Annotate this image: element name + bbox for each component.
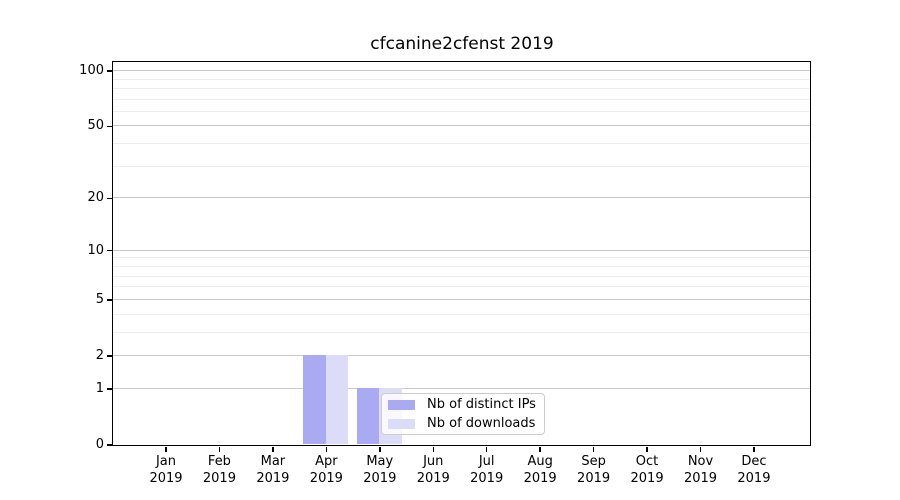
x-tick-year: 2019 bbox=[683, 471, 718, 486]
y-tick-label: 10 bbox=[87, 242, 104, 258]
x-tick-mark bbox=[646, 446, 648, 452]
y-tick-label: 100 bbox=[79, 63, 104, 79]
minor-gridline bbox=[112, 98, 810, 100]
minor-gridline bbox=[112, 275, 810, 277]
y-tick-mark bbox=[106, 388, 112, 390]
x-tick-mark bbox=[485, 446, 488, 452]
x-tick-mark bbox=[272, 446, 274, 452]
x-tick-mark bbox=[699, 446, 702, 452]
y-tick-mark bbox=[106, 197, 112, 200]
x-tick-mark bbox=[379, 446, 381, 452]
y-tick-mark bbox=[106, 249, 112, 252]
x-tick-year: 2019 bbox=[577, 471, 611, 486]
x-tick-mark bbox=[432, 446, 434, 452]
minor-gridline bbox=[112, 313, 810, 315]
major-gridline bbox=[112, 298, 810, 300]
x-tick-mark bbox=[753, 446, 755, 452]
y-tick-label: 0 bbox=[95, 437, 104, 452]
legend-swatch bbox=[388, 399, 415, 410]
x-tick-year: 2019 bbox=[363, 471, 397, 486]
x-tick-label: Jul 2019 bbox=[447, 453, 527, 487]
bar-downloads bbox=[325, 355, 349, 445]
x-tick-label: Sep 2019 bbox=[554, 453, 634, 487]
x-tick-month: Apr bbox=[315, 454, 338, 469]
x-tick-label: Jan 2019 bbox=[126, 453, 206, 487]
x-tick-year: 2019 bbox=[737, 471, 771, 486]
major-gridline bbox=[112, 249, 810, 251]
y-tick-label: 2 bbox=[95, 347, 104, 363]
x-tick-year: 2019 bbox=[149, 471, 183, 486]
minor-gridline bbox=[112, 331, 810, 333]
y-tick-mark bbox=[106, 444, 112, 446]
x-tick-month: May bbox=[366, 454, 394, 469]
x-tick-year: 2019 bbox=[523, 471, 557, 486]
bar-distinct-ips bbox=[303, 355, 326, 445]
x-tick-label: Nov 2019 bbox=[661, 453, 741, 487]
y-tick-label: 1 bbox=[95, 380, 104, 396]
bar-distinct-ips bbox=[356, 388, 380, 445]
x-tick-month: Feb bbox=[207, 454, 231, 469]
x-tick-month: Sep bbox=[581, 454, 606, 469]
major-gridline bbox=[112, 70, 810, 72]
x-tick-year: 2019 bbox=[416, 471, 450, 486]
minor-gridline bbox=[112, 78, 810, 80]
minor-gridline bbox=[112, 165, 810, 167]
legend-label: Nb of distinct IPs bbox=[427, 397, 536, 412]
x-tick-label: May 2019 bbox=[340, 453, 420, 487]
minor-gridline bbox=[112, 286, 810, 288]
x-tick-label: Mar 2019 bbox=[233, 453, 313, 487]
legend-label: Nb of downloads bbox=[427, 416, 536, 431]
x-tick-year: 2019 bbox=[256, 471, 290, 486]
x-tick-year: 2019 bbox=[630, 471, 664, 486]
minor-gridline bbox=[112, 143, 810, 145]
x-tick-month: Nov bbox=[687, 454, 714, 469]
x-tick-year: 2019 bbox=[202, 471, 236, 486]
x-tick-month: Dec bbox=[741, 454, 767, 469]
x-tick-month: Jun bbox=[423, 454, 444, 469]
chart-title: cfcanine2cfenst 2019 bbox=[370, 34, 554, 54]
x-tick-month: Jul bbox=[478, 454, 495, 469]
x-tick-mark bbox=[218, 446, 221, 452]
major-gridline bbox=[112, 125, 810, 127]
minor-gridline bbox=[112, 87, 810, 89]
minor-gridline bbox=[112, 257, 810, 259]
x-tick-month: Jan bbox=[155, 454, 177, 469]
minor-gridline bbox=[112, 110, 810, 112]
major-gridline bbox=[112, 354, 810, 356]
y-tick-mark bbox=[106, 355, 112, 357]
x-tick-month: Aug bbox=[527, 454, 553, 469]
x-tick-mark bbox=[325, 446, 328, 452]
legend-swatch bbox=[388, 418, 415, 429]
x-tick-month: Mar bbox=[260, 454, 286, 469]
y-tick-mark bbox=[106, 299, 112, 301]
x-tick-month: Oct bbox=[635, 454, 659, 469]
y-tick-label: 5 bbox=[95, 291, 104, 307]
x-tick-year: 2019 bbox=[309, 471, 343, 486]
x-tick-label: Apr 2019 bbox=[286, 453, 366, 487]
x-tick-label: Feb 2019 bbox=[179, 453, 259, 487]
y-tick-label: 50 bbox=[87, 118, 104, 134]
major-gridline bbox=[112, 197, 810, 199]
plot-area bbox=[111, 60, 811, 446]
major-gridline bbox=[112, 387, 810, 389]
y-tick-label: 20 bbox=[87, 190, 104, 206]
legend-item: Nb of distinct IPs bbox=[388, 397, 538, 412]
x-tick-label: Jun 2019 bbox=[393, 453, 473, 487]
minor-gridline bbox=[112, 265, 810, 267]
x-tick-year: 2019 bbox=[470, 471, 504, 486]
x-tick-mark bbox=[592, 446, 595, 452]
x-tick-mark bbox=[539, 446, 541, 452]
legend: Nb of distinct IPs Nb of downloads bbox=[381, 393, 545, 435]
x-tick-mark bbox=[165, 446, 167, 452]
x-tick-label: Dec 2019 bbox=[714, 453, 794, 487]
legend-item: Nb of downloads bbox=[388, 416, 538, 431]
y-tick-mark bbox=[106, 70, 112, 72]
y-tick-mark bbox=[106, 125, 112, 128]
x-tick-label: Aug 2019 bbox=[500, 453, 580, 487]
x-tick-label: Oct 2019 bbox=[607, 453, 687, 487]
